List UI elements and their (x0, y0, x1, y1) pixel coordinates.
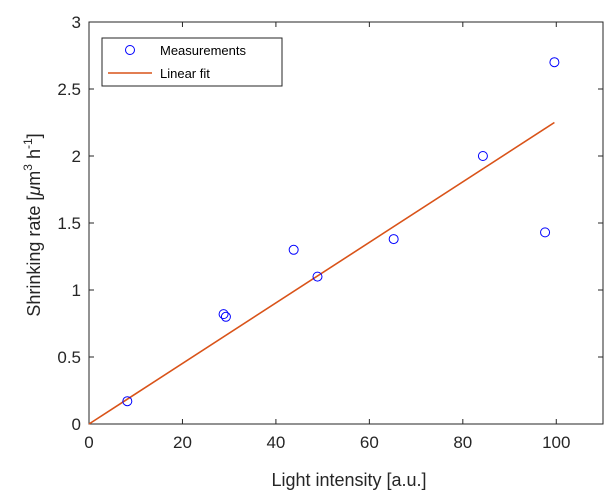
measurement-point (220, 311, 231, 322)
legend-label-measurements: Measurements (160, 43, 246, 58)
x-tick-label: 60 (360, 433, 379, 452)
linear-fit-line (88, 121, 555, 425)
y-axis-label-mu: μ (24, 186, 44, 197)
y-axis-label-unit1: m (24, 171, 44, 186)
y-axis-label-suffix: ] (24, 133, 44, 138)
plot-background (88, 21, 604, 425)
x-tick-label: 100 (542, 433, 570, 452)
y-tick-label: 1.5 (57, 214, 81, 233)
x-tick-label: 80 (453, 433, 472, 452)
measurement-point (312, 271, 323, 282)
legend-label-linear-fit: Linear fit (160, 66, 210, 81)
y-tick-label: 0.5 (57, 348, 81, 367)
y-tick-label: 0 (72, 415, 81, 434)
axis-ticks: 0 20 40 60 80 100 0 0.5 1 1.5 2 2.5 3 (57, 13, 603, 452)
y-axis-label-exp1: 3 (21, 164, 35, 171)
measurement-point (288, 244, 299, 255)
measurement-point (540, 227, 551, 238)
measurement-point (122, 396, 133, 407)
y-axis-label: Shrinking rate [μm3 h-1] (21, 133, 44, 316)
measurement-point (218, 309, 229, 320)
legend-marker-measurements (125, 45, 135, 55)
plot-area (88, 21, 604, 425)
y-tick-label: 2.5 (57, 80, 81, 99)
x-tick-label: 20 (173, 433, 192, 452)
series-layer (88, 57, 560, 425)
x-axis-label: Light intensity [a.u.] (271, 470, 426, 490)
y-tick-label: 2 (72, 147, 81, 166)
y-tick-label: 3 (72, 13, 81, 32)
x-tick-label: 40 (266, 433, 285, 452)
measurement-point (549, 57, 560, 68)
legend: Measurements Linear fit (101, 37, 283, 87)
y-axis-label-exp2: -1 (21, 138, 35, 149)
y-axis-label-prefix: Shrinking rate [ (24, 196, 44, 317)
y-axis-label-unit2: h (24, 149, 44, 164)
measurement-point (477, 151, 488, 161)
x-tick-label: 0 (84, 433, 93, 452)
measurement-point (388, 234, 399, 245)
y-tick-label: 1 (72, 281, 81, 300)
